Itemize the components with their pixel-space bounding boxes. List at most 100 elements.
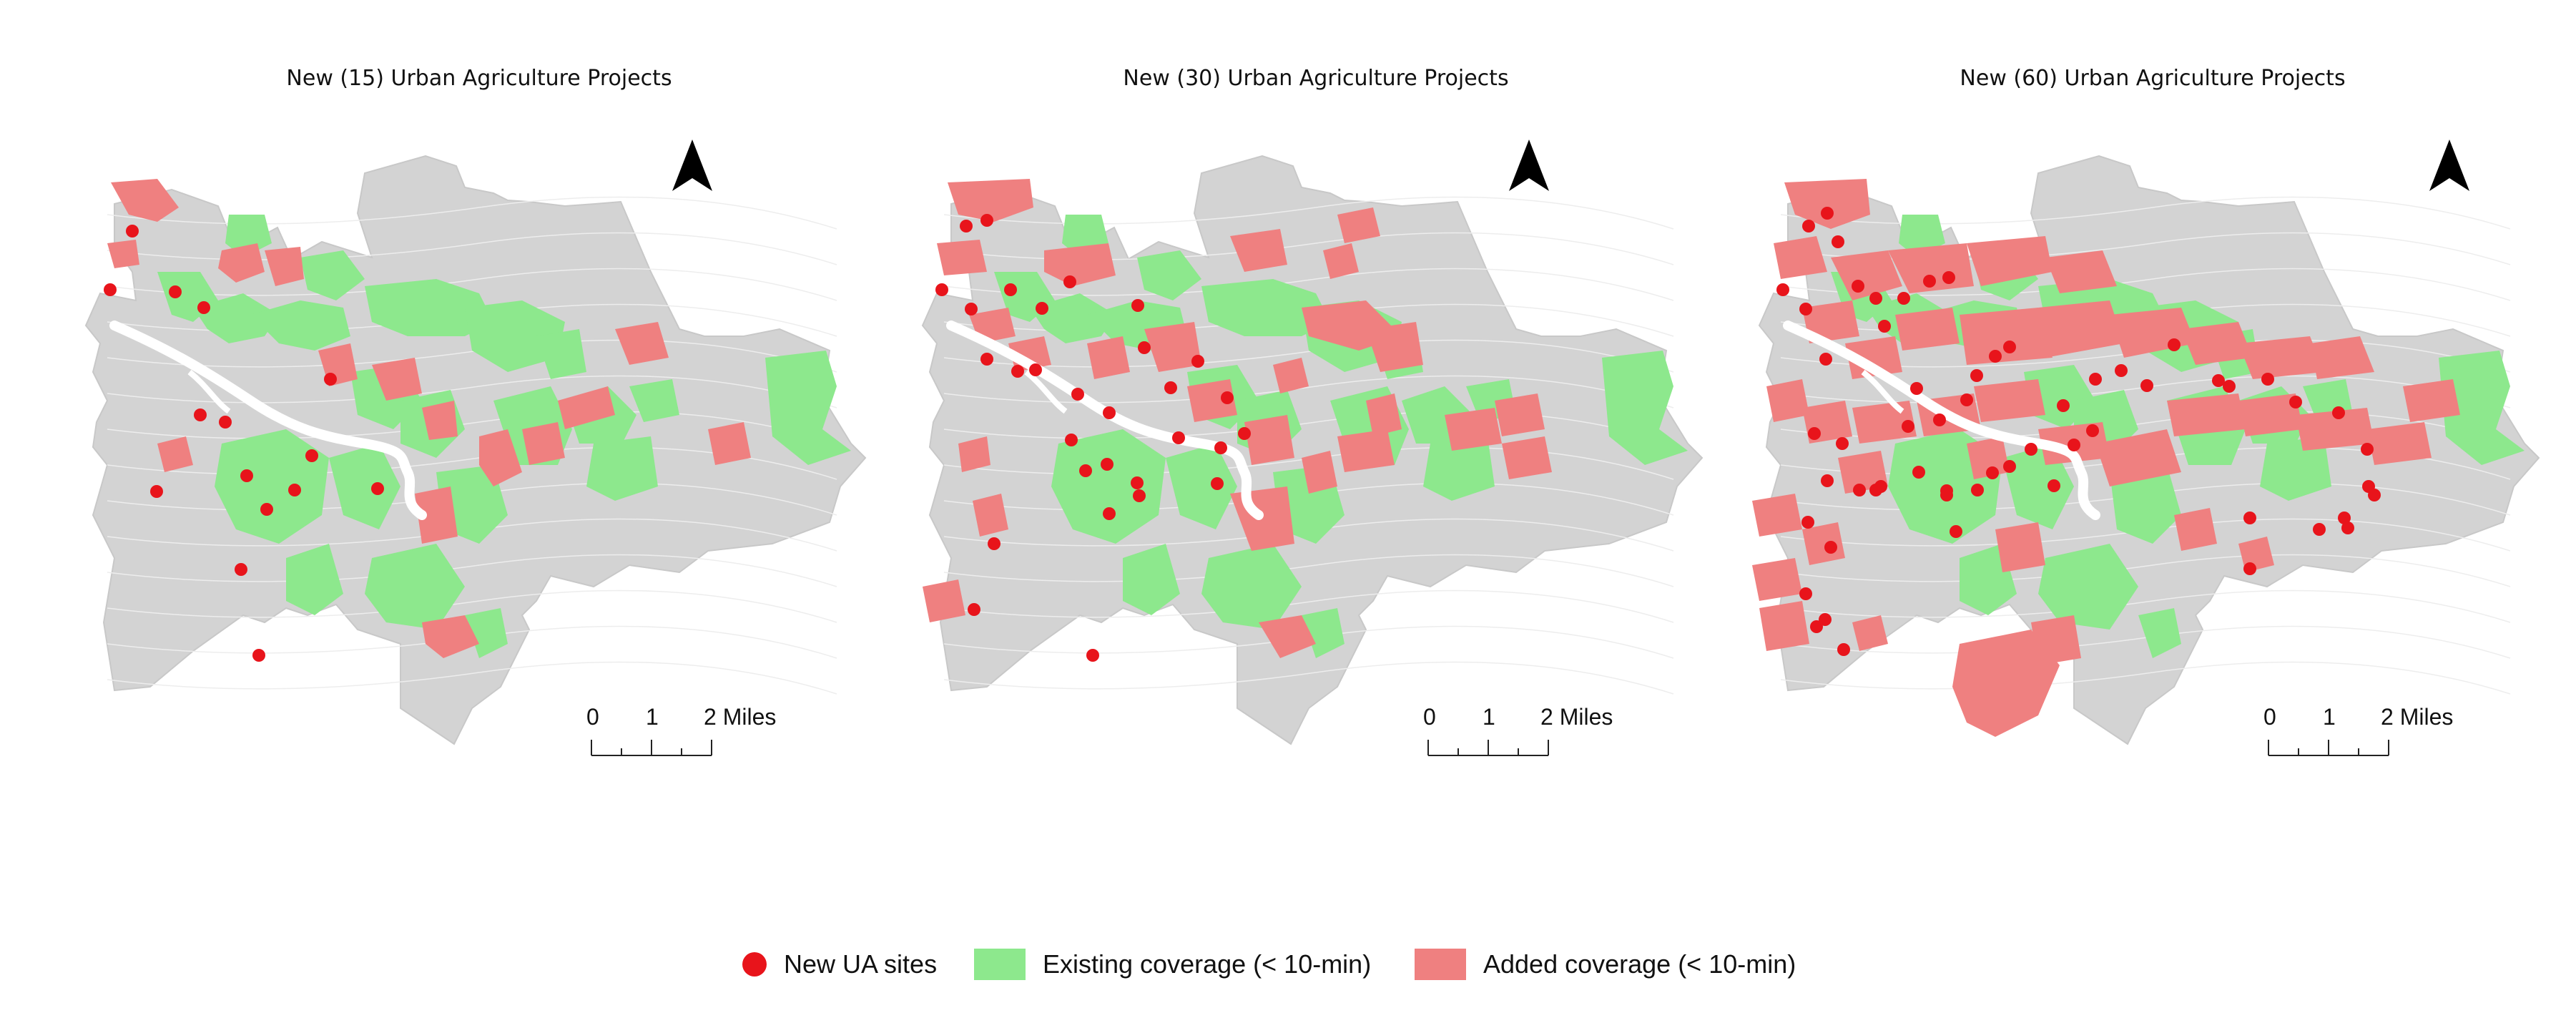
existing-coverage-area — [2002, 444, 2074, 529]
added-coverage-area — [1502, 436, 1552, 479]
new-ua-site-marker — [1802, 220, 1815, 233]
new-ua-site-marker — [2086, 424, 2099, 437]
added-coverage-area — [1187, 379, 1237, 422]
new-ua-site-marker — [960, 220, 973, 233]
new-ua-site-marker — [260, 503, 273, 516]
added-coverage-area — [558, 386, 615, 429]
new-ua-site-marker — [1808, 427, 1821, 440]
new-ua-site-marker — [2115, 364, 2128, 377]
map-layers — [921, 155, 1704, 745]
existing-coverage-area — [536, 329, 586, 379]
added-coverage-area — [615, 322, 669, 365]
tract-line — [107, 411, 837, 444]
new-ua-site-marker — [324, 373, 337, 386]
existing-coverage-area — [1030, 293, 1116, 343]
added-coverage-area — [107, 240, 139, 268]
added-coverage-area — [2181, 322, 2253, 365]
new-ua-site-marker — [2025, 443, 2037, 456]
new-ua-site-marker — [235, 563, 247, 576]
river — [109, 320, 427, 520]
added-coverage-area — [2174, 508, 2217, 551]
new-ua-site-marker — [1869, 292, 1882, 305]
tract-lines — [943, 196, 1674, 695]
existing-coverage-area — [1423, 436, 1495, 501]
scale-label-0: 0 — [586, 704, 599, 730]
legend-label: Existing coverage (< 10-min) — [1043, 949, 1372, 979]
red-swatch-icon — [1415, 949, 1466, 980]
new-ua-site-marker — [980, 353, 993, 366]
existing-coverage-area — [365, 279, 493, 336]
new-ua-site-marker — [1960, 393, 1973, 406]
scale-label-1: 1 — [2323, 704, 2336, 730]
tract-line — [943, 589, 1674, 623]
added-coverage-area — [2296, 408, 2374, 451]
added-coverage-area — [1244, 415, 1294, 465]
added-coverage-area — [1302, 451, 1337, 494]
new-ua-site-marker — [1878, 320, 1891, 333]
added-coverage-area — [522, 422, 565, 465]
existing-coverage-area — [250, 300, 350, 351]
new-ua-site-marker — [1036, 302, 1048, 315]
new-ua-site-marker — [1836, 437, 1849, 450]
added-coverage-area — [2167, 393, 2246, 436]
scale-label-2: 2 Miles — [1540, 704, 1613, 730]
existing-coverage-area — [300, 250, 365, 300]
new-ua-site-marker — [1940, 489, 1953, 501]
existing-coverage-area — [2439, 351, 2525, 465]
added-coverage-area — [1752, 494, 1802, 537]
new-ua-site-marker — [965, 303, 978, 315]
new-ua-site-marker — [2003, 460, 2016, 473]
added-coverage-area — [708, 422, 751, 465]
new-ua-site-marker — [2047, 479, 2060, 492]
new-ua-site-marker — [1011, 365, 1024, 378]
new-ua-site-marker — [1989, 350, 2002, 363]
new-ua-site-marker — [305, 449, 318, 462]
added-coverage-area — [1144, 322, 1201, 372]
added-coverage-area — [2095, 429, 2181, 486]
panel-title: New (30) Urban Agriculture Projects — [1123, 66, 1509, 91]
new-ua-site-marker — [935, 283, 948, 296]
new-ua-site-marker — [1221, 391, 1234, 404]
added-coverage-area — [1087, 336, 1130, 379]
map-panel-60: New (60) Urban Agriculture Projects 0 1 … — [1738, 0, 2567, 844]
new-ua-site-marker — [1004, 283, 1017, 296]
new-ua-site-marker — [1191, 355, 1204, 368]
tract-line — [107, 589, 837, 623]
added-coverage-area — [1259, 615, 1316, 658]
added-coverage-area — [1445, 408, 1502, 451]
existing-coverage-area — [1201, 544, 1302, 630]
existing-coverage-area — [1602, 351, 1688, 465]
map-canvas — [1752, 155, 2540, 745]
new-ua-site-marker — [1079, 464, 1092, 477]
new-ua-site-marker — [1172, 431, 1185, 444]
new-ua-site-marker — [371, 482, 384, 495]
new-ua-site-marker — [169, 285, 182, 298]
new-ua-site-marker — [2313, 523, 2326, 536]
new-ua-site-marker — [2243, 562, 2256, 575]
legend-item-added-coverage: Added coverage (< 10-min) — [1415, 943, 1796, 986]
river-branch — [1024, 369, 1068, 414]
added-coverage-area — [1759, 601, 1809, 651]
new-ua-site-marker — [1819, 613, 1832, 626]
new-ua-site-marker — [1897, 292, 1910, 305]
legend-label: Added coverage (< 10-min) — [1483, 949, 1796, 979]
existing-coverage-area — [1051, 429, 1166, 544]
added-coverage-area — [958, 436, 990, 472]
new-ua-site-marker — [1853, 484, 1866, 496]
city-boundary — [84, 155, 867, 745]
scale-label-2: 2 Miles — [2381, 704, 2454, 730]
added-coverage-area — [422, 401, 458, 440]
existing-coverage-area — [465, 608, 508, 658]
existing-coverage-area — [465, 300, 565, 372]
tract-line — [943, 661, 1674, 695]
scale-label-1: 1 — [646, 704, 659, 730]
legend-item-existing-coverage: Existing coverage (< 10-min) — [974, 943, 1371, 986]
added-coverage-area — [1337, 207, 1380, 243]
existing-coverage-area — [1166, 444, 1237, 529]
existing-coverage-area — [1123, 544, 1180, 615]
added-coverage-area — [1495, 393, 1545, 436]
new-ua-site-marker — [1971, 484, 1984, 496]
new-ua-site-marker — [1029, 363, 1042, 376]
map-panel-15: New (15) Urban Agriculture Projects 0 1 … — [64, 0, 894, 844]
new-ua-site-marker — [1214, 441, 1227, 454]
